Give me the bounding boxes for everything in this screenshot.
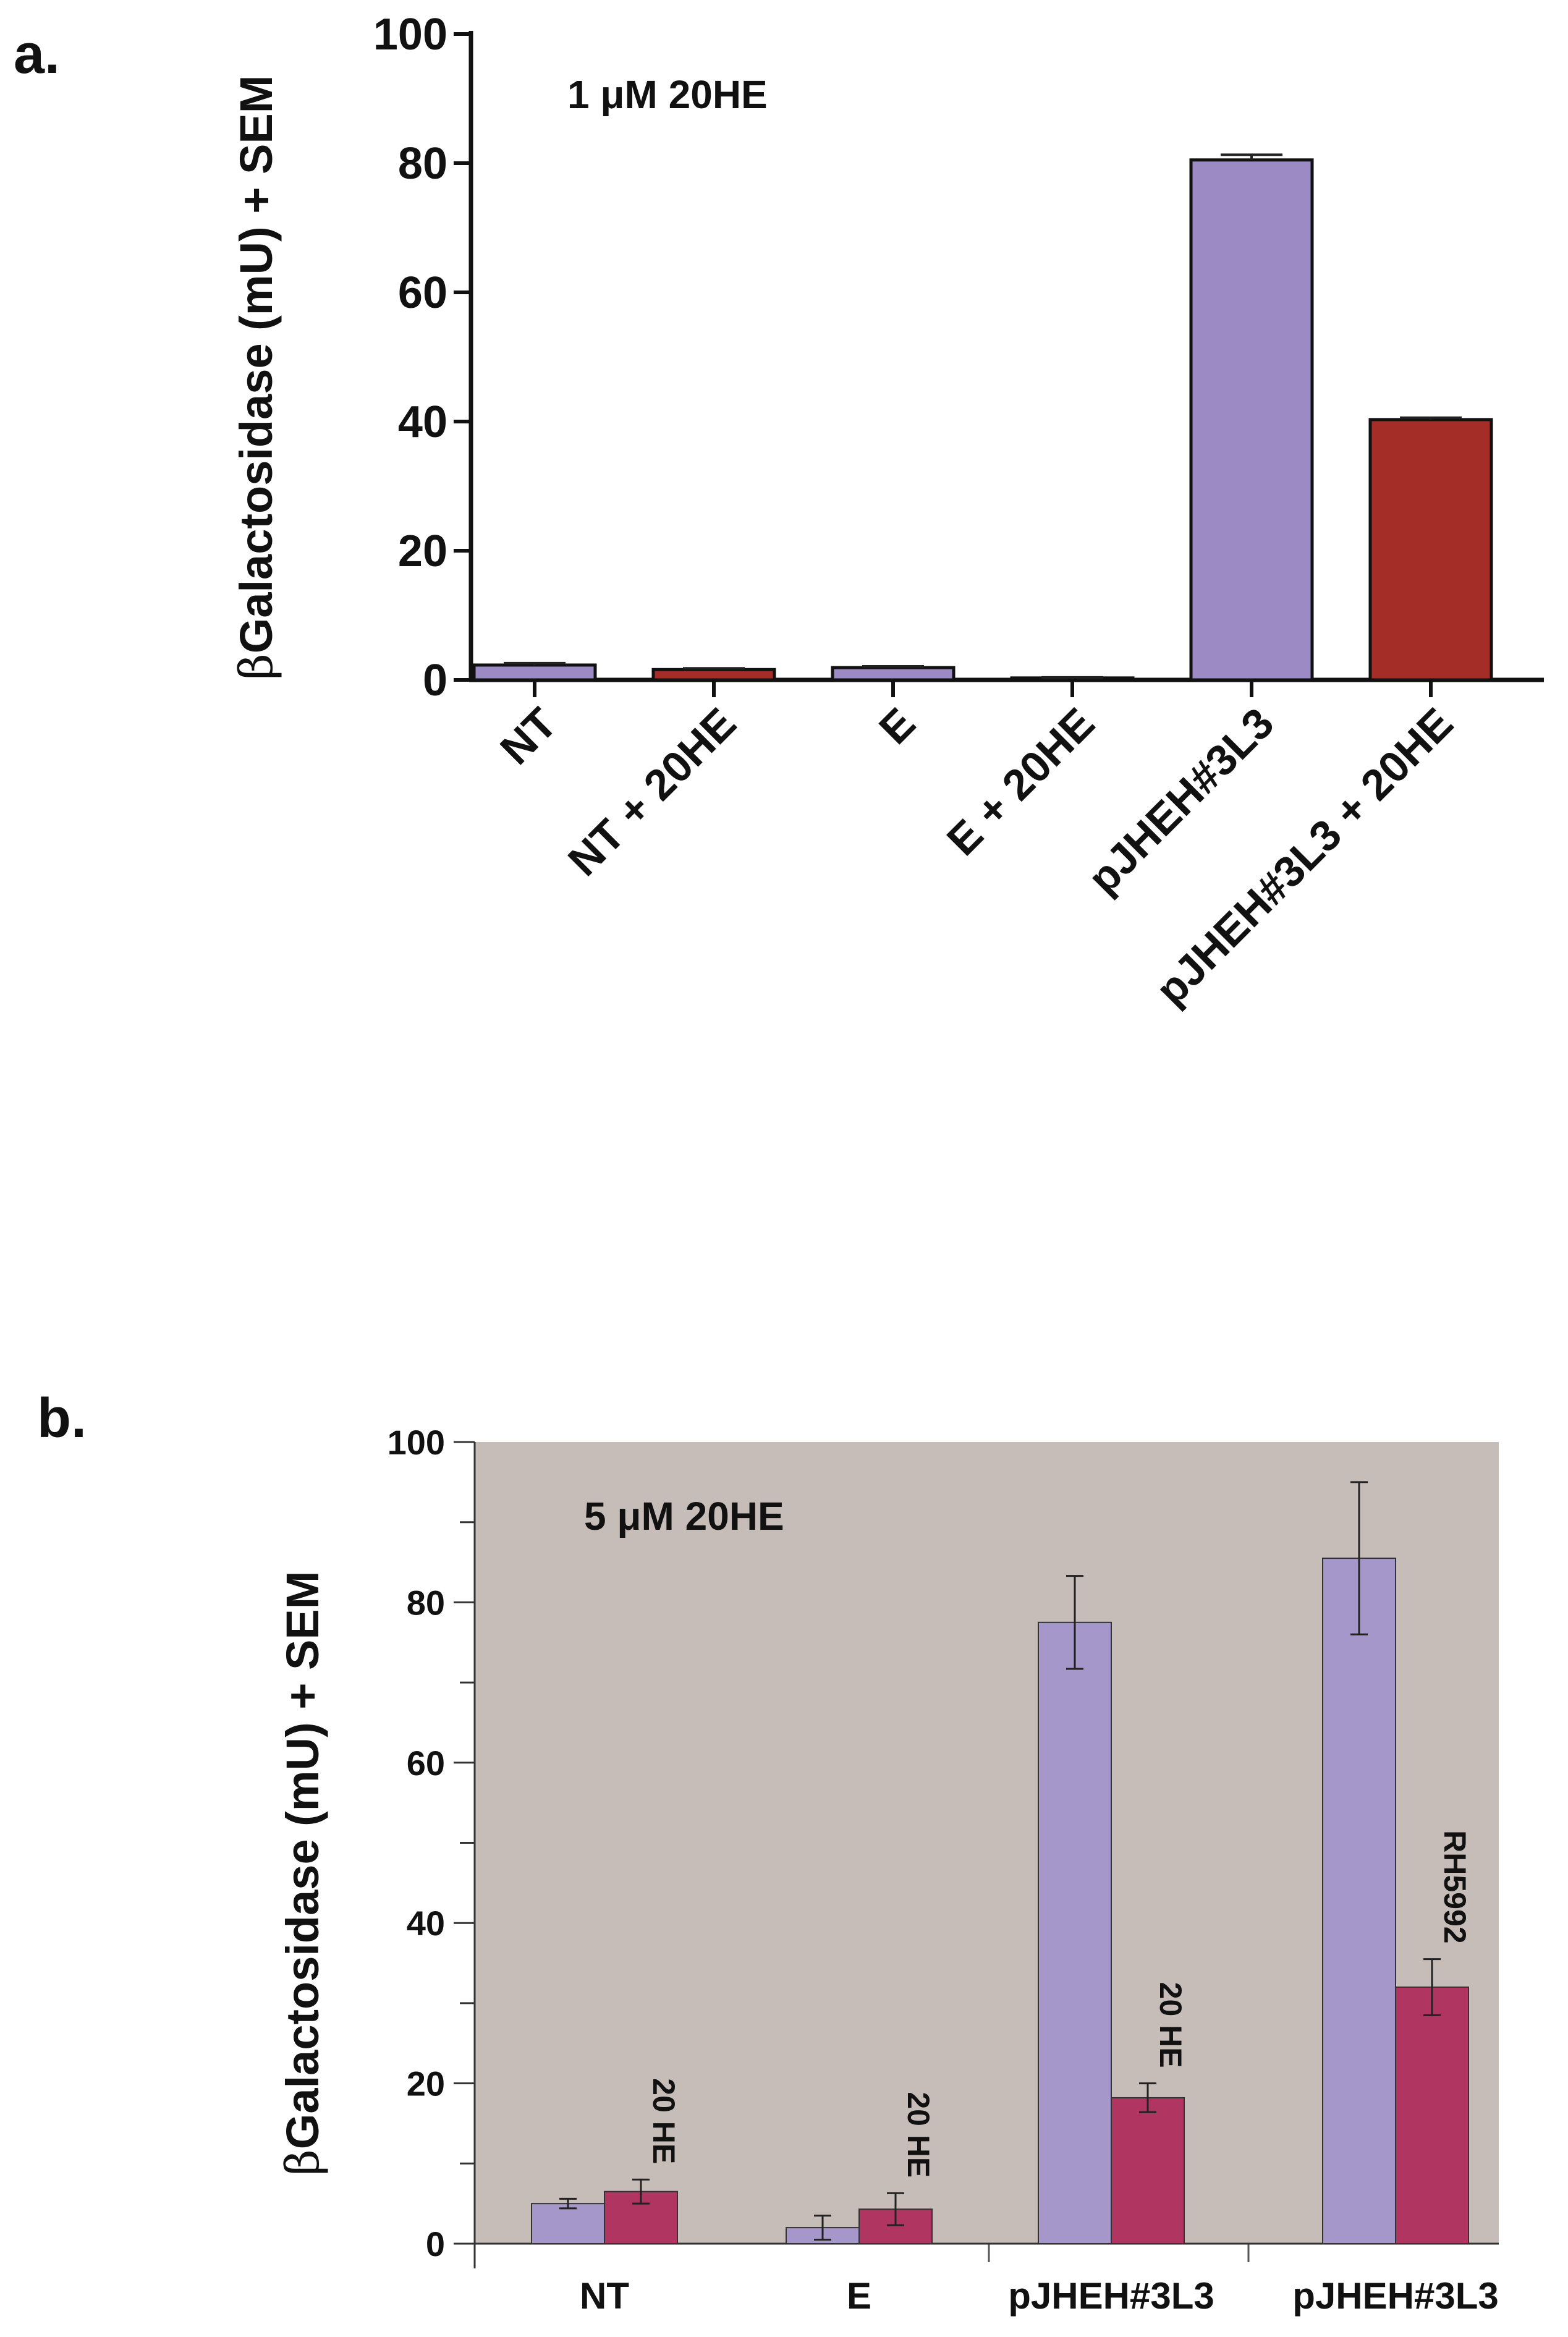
panel-a-bar-6 <box>1368 418 1493 682</box>
svg-text:βGalactosidase (mU) + SEM: βGalactosidase (mU) + SEM <box>230 75 283 680</box>
panel-a-x-tick-label: NT <box>491 698 566 773</box>
panel-a-annotation: 1 μM 20HE <box>567 72 768 117</box>
panel-a-x-tick-label: NT + 20HE <box>559 698 745 884</box>
panel-b-x-tick-label: NT <box>580 2275 629 2317</box>
panel-b-y-tick-label: 100 <box>388 1423 445 1462</box>
panel-a-label: a. <box>14 23 60 85</box>
panel-a-y-tick-label: 20 <box>398 527 447 576</box>
panel-b-bar-1-control <box>531 2203 605 2244</box>
panel-b-bar-3-treated <box>1111 2097 1185 2245</box>
panel-b-y-tick-label: 60 <box>407 1744 445 1783</box>
panel-b-ylabel-beta: β <box>276 2149 329 2176</box>
panel-a-bar-2 <box>651 668 776 682</box>
panel-b-bar-annotation: 20 HE <box>901 2092 936 2178</box>
panel-b-annotation: 5 μM 20HE <box>584 1494 784 1538</box>
svg-text:βGalactosidase (mU) + SEM: βGalactosidase (mU) + SEM <box>276 1571 329 2176</box>
panel-a-bar-5 <box>1189 158 1314 682</box>
panel-b-ylabel-text: Galactosidase (mU) + SEM <box>277 1571 328 2150</box>
panel-b-bar-annotation: RH5992 <box>1438 1830 1472 1943</box>
panel-a-x-tick-label: E + 20HE <box>938 698 1103 864</box>
panel-b-y-tick-label: 0 <box>426 2225 445 2263</box>
panel-b-chart: b. 5 μM 20HE βGalactosidase (mU) + SEM 2… <box>37 1388 1499 2317</box>
panel-b-x-tick-label: E <box>847 2275 871 2317</box>
panel-a-ylabel-beta: β <box>230 653 283 680</box>
panel-b-y-ticks: 0 20 40 60 80 100 <box>388 1423 475 2263</box>
panel-a-y-tick-label: 40 <box>398 397 447 447</box>
panel-b-y-tick-label: 40 <box>407 1904 445 1943</box>
panel-b-bar-4-treated <box>1395 1986 1469 2244</box>
panel-b-y-tick-label: 80 <box>407 1583 445 1622</box>
panel-b-x-tick-label: pJHEH#3L3 <box>1008 2275 1214 2317</box>
panel-a-y-ticks: 0 20 40 60 80 100 <box>373 10 471 705</box>
panel-a-x-tick-label: pJHEH#3L3 <box>1079 698 1282 902</box>
panel-a-y-axis-title: βGalactosidase (mU) + SEM <box>230 75 283 680</box>
panel-a-ylabel-text: Galactosidase (mU) + SEM <box>231 75 282 654</box>
panel-b-bar-4-control <box>1322 1558 1396 2244</box>
panel-b-x-tick-label: pJHEH#3L3 <box>1292 2275 1498 2317</box>
panel-a-bar-3 <box>831 666 956 682</box>
panel-a-x-tick-label: E <box>870 698 924 753</box>
panel-b-bar-annotation: 20 HE <box>646 2078 681 2164</box>
panel-a-y-tick-label: 80 <box>398 139 447 189</box>
panel-b-y-tick-label: 20 <box>407 2064 445 2103</box>
panel-b-bar-3-control <box>1038 1621 1112 2244</box>
panel-a-y-tick-label: 100 <box>373 10 447 59</box>
panel-a-x-tick-label: pJHEH#3L3 + 20HE <box>1146 698 1462 1014</box>
panel-a-bar-1 <box>472 663 597 682</box>
panel-a-bars <box>472 153 1493 682</box>
panel-a-axes <box>468 31 1544 697</box>
panel-a-y-tick-label: 60 <box>398 268 447 318</box>
panel-b-bar-annotation: 20 HE <box>1153 1982 1188 2068</box>
panel-b-bars: 20 HE 20 HE 20 HE RH5992 <box>531 1481 1472 2245</box>
panel-b-label: b. <box>37 1388 87 1449</box>
panel-a-y-tick-label: 0 <box>423 656 447 705</box>
panel-b-y-axis-title: βGalactosidase (mU) + SEM <box>276 1571 329 2176</box>
panel-a-chart: a. 1 μM 20HE βGalactosidase (mU) + SEM 0… <box>14 10 1544 1014</box>
